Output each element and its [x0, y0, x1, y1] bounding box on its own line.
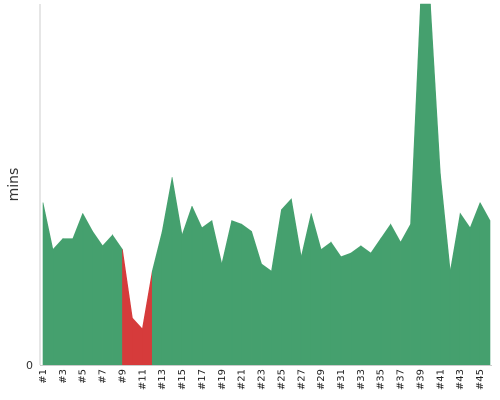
area-segment-8	[112, 234, 123, 366]
area-segment-9	[122, 249, 133, 366]
x-tick-label: #35	[376, 369, 387, 390]
x-tick-label: #31	[336, 369, 347, 390]
area-segment-6	[92, 230, 103, 366]
area-segment-29	[320, 241, 332, 366]
x-tick-label: #5	[78, 369, 89, 384]
y-tick-label: 0	[26, 359, 33, 372]
x-tick-label: #9	[117, 369, 128, 384]
area-segment-14	[171, 177, 183, 366]
area-segment-17	[201, 220, 213, 366]
area-segment-42	[449, 213, 461, 366]
x-tick-label: #43	[455, 369, 466, 390]
area-segment-38	[410, 3, 421, 366]
area-segment-30	[330, 241, 342, 366]
chart-areas	[42, 3, 491, 366]
x-tick-label: #23	[257, 369, 268, 390]
area-segment-7	[102, 234, 113, 366]
area-segment-35	[380, 223, 391, 366]
y-axis-label: mins	[6, 168, 22, 202]
x-tick-label: #19	[217, 369, 228, 390]
x-tick-label: #39	[415, 369, 426, 390]
area-segment-24	[271, 209, 282, 366]
x-tick-label: #33	[356, 369, 367, 390]
area-segment-44	[469, 202, 481, 366]
area-segment-34	[370, 237, 382, 366]
area-segment-41	[440, 173, 451, 366]
area-segment-39	[420, 3, 431, 366]
area-segment-13	[161, 177, 173, 366]
x-tick-label: #29	[316, 369, 327, 390]
x-tick-label: #21	[237, 369, 248, 390]
x-tick-label: #17	[197, 369, 208, 390]
area-segment-21	[241, 223, 252, 366]
area-segment-33	[360, 245, 372, 366]
area-segment-45	[479, 202, 491, 366]
area-segment-40	[430, 3, 441, 366]
area-segment-28	[310, 213, 322, 366]
x-tick-label: #11	[137, 369, 148, 390]
x-tick-label: #41	[435, 369, 446, 390]
area-segment-22	[251, 231, 262, 366]
x-tick-label: #13	[157, 369, 168, 390]
area-segment-26	[291, 198, 302, 366]
area-segment-4	[72, 213, 84, 366]
area-segment-19	[221, 220, 233, 366]
area-segment-20	[231, 220, 242, 366]
area-segment-15	[181, 206, 193, 366]
area-segment-10	[132, 317, 143, 366]
x-tick-label: #7	[98, 369, 109, 384]
area-segment-16	[191, 206, 203, 366]
area-segment-31	[340, 252, 352, 366]
area-segment-36	[390, 224, 401, 366]
area-segment-12	[151, 231, 163, 366]
area-segment-43	[459, 212, 471, 366]
area-segment-27	[300, 213, 312, 366]
area-segment-23	[261, 263, 272, 366]
area-segment-18	[211, 220, 223, 366]
x-tick-label: #1	[38, 369, 49, 384]
x-tick-label: #3	[58, 369, 69, 384]
area-segment-3	[62, 238, 74, 366]
x-tick-label: #25	[276, 369, 287, 390]
area-segment-2	[52, 237, 64, 366]
area-segment-11	[142, 271, 153, 366]
x-tick-label: #37	[396, 369, 407, 390]
area-segment-37	[400, 224, 411, 366]
area-segment-1	[42, 202, 54, 366]
area-segment-32	[350, 245, 362, 366]
area-segment-25	[281, 198, 292, 366]
x-tick-label: #15	[177, 369, 188, 390]
x-tick-labels: #1 #3 #5 #7 #9 #11 #13 #15 #17 #19 #21 #23 #25 #27 #29…	[38, 369, 486, 390]
x-tick-label: #27	[296, 369, 307, 390]
x-tick-label: #45	[475, 369, 486, 390]
area-segment-5	[82, 213, 93, 366]
